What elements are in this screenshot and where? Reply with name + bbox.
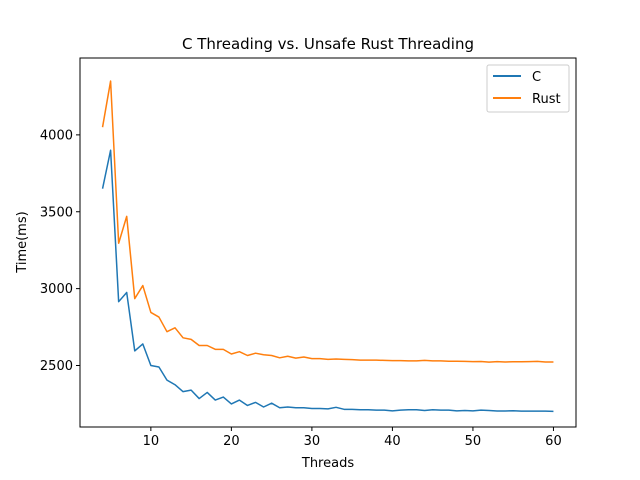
legend: C Rust xyxy=(486,64,570,113)
y-axis-ticks: 2500 3000 3500 4000 xyxy=(40,128,80,374)
y-tick-label: 2500 xyxy=(40,359,73,374)
legend-label-c: C xyxy=(532,70,541,85)
series-layer xyxy=(101,80,554,413)
x-tick-label: 20 xyxy=(223,434,240,449)
y-tick-label: 3000 xyxy=(40,282,73,297)
y-axis-title: Time(ms) xyxy=(15,211,30,273)
y-tick-label: 4000 xyxy=(40,128,73,143)
y-tick-label: 3500 xyxy=(40,205,73,220)
x-tick-label: 30 xyxy=(304,434,321,449)
series-line-c xyxy=(101,149,554,413)
x-tick-label: 40 xyxy=(384,434,401,449)
x-axis-title: Threads xyxy=(301,456,354,471)
x-tick-label: 60 xyxy=(545,434,562,449)
legend-label-rust: Rust xyxy=(532,92,561,107)
x-tick-label: 10 xyxy=(143,434,160,449)
plot-frame xyxy=(79,57,577,428)
chart-title: C Threading vs. Unsafe Rust Threading xyxy=(182,35,474,53)
x-tick-label: 50 xyxy=(465,434,482,449)
series-line-rust xyxy=(101,80,554,363)
x-axis-ticks: 10 20 30 40 50 60 xyxy=(143,427,562,449)
